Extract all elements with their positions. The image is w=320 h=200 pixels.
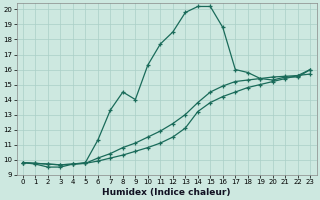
X-axis label: Humidex (Indice chaleur): Humidex (Indice chaleur) (102, 188, 231, 197)
